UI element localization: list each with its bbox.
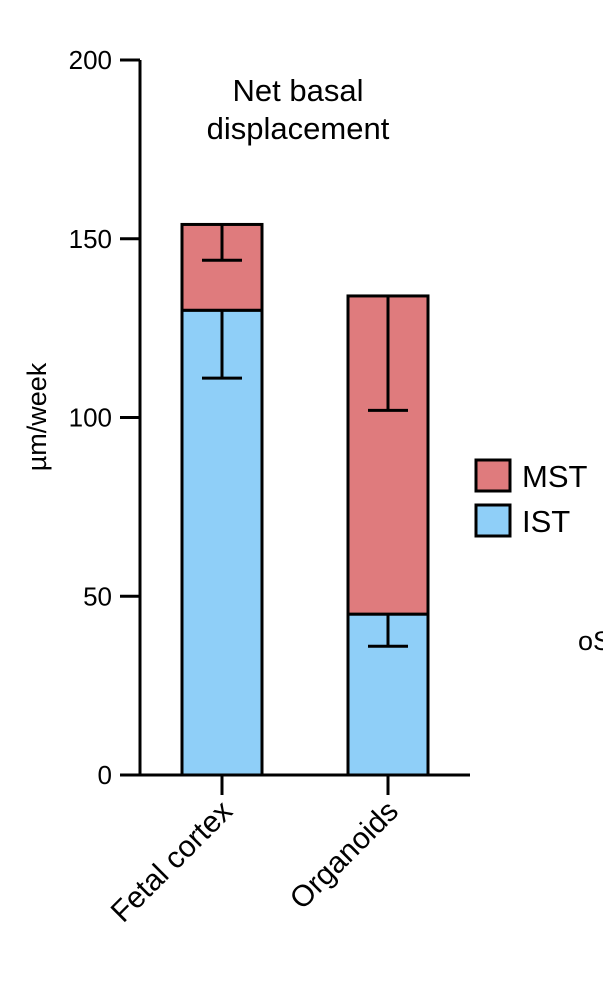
y-tick-label-150: 150 — [69, 224, 112, 254]
chart-title-line-1: Net basal — [233, 73, 364, 108]
legend-swatch-mst — [474, 458, 512, 493]
legend: MST IST — [474, 458, 588, 539]
bars-layer — [180, 222, 430, 777]
y-tick-label-0: 0 — [98, 760, 112, 790]
legend-label-mst: MST — [522, 459, 588, 494]
y-tick-label-100: 100 — [69, 403, 112, 433]
chart-title-line-2: displacement — [207, 111, 390, 146]
error-bars-layer — [202, 224, 408, 648]
x-tick-label-fetal-cortex: Fetal cortex — [105, 795, 239, 929]
y-tick-label-200: 200 — [69, 45, 112, 75]
y-tick-label-50: 50 — [83, 581, 112, 611]
clipped-edge-text: oS — [578, 626, 603, 656]
legend-swatch-ist — [474, 503, 512, 538]
legend-label-ist: IST — [522, 504, 570, 539]
x-tick-label-organoids: Organoids — [284, 795, 405, 916]
bar-fetal-cortex-ist — [180, 308, 264, 777]
y-axis-label: µm/week — [22, 362, 52, 471]
